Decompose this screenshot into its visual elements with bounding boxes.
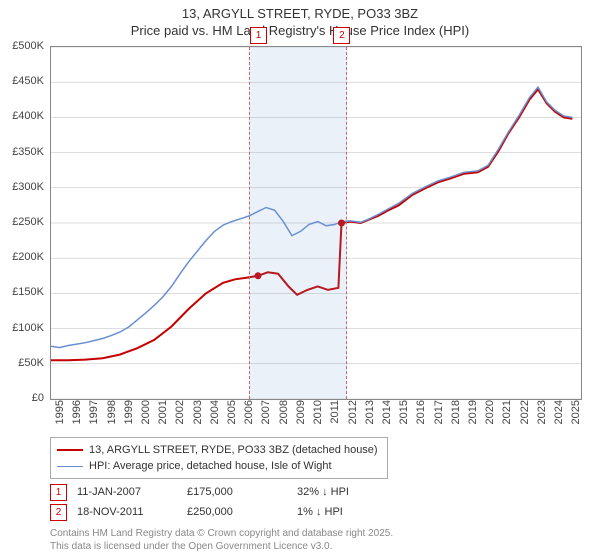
x-tick-label: 2010: [312, 400, 324, 424]
y-tick-label: £100K: [12, 322, 44, 334]
event-delta: 1% ↓ HPI: [297, 506, 407, 518]
x-tick-label: 2022: [519, 400, 531, 424]
title-address: 13, ARGYLL STREET, RYDE, PO33 3BZ: [0, 6, 600, 23]
event-marker: 2: [50, 504, 67, 521]
y-tick-label: £500K: [12, 40, 44, 52]
title-subtitle: Price paid vs. HM Land Registry's House …: [0, 23, 600, 40]
disclaimer-line: Contains HM Land Registry data © Crown c…: [50, 528, 393, 541]
x-tick-label: 1997: [88, 400, 100, 424]
y-tick-label: £150K: [12, 286, 44, 298]
x-tick-label: 2020: [484, 400, 496, 424]
events-table: 1 11-JAN-2007 £175,000 32% ↓ HPI 2 18-NO…: [50, 482, 407, 522]
x-tick-label: 2009: [295, 400, 307, 424]
event-row: 1 11-JAN-2007 £175,000 32% ↓ HPI: [50, 482, 407, 502]
event-price: £250,000: [187, 506, 297, 518]
legend-swatch: [57, 449, 83, 451]
x-tick-label: 2007: [260, 400, 272, 424]
y-tick-label: £350K: [12, 146, 44, 158]
x-tick-label: 2000: [140, 400, 152, 424]
x-tick-label: 2021: [501, 400, 513, 424]
x-tick-label: 2025: [570, 400, 582, 424]
x-tick-label: 2013: [364, 400, 376, 424]
y-tick-label: £450K: [12, 75, 44, 87]
x-tick-label: 1998: [106, 400, 118, 424]
x-tick-label: 2004: [209, 400, 221, 424]
x-tick-label: 2002: [174, 400, 186, 424]
x-tick-label: 2017: [433, 400, 445, 424]
y-tick-label: £400K: [12, 110, 44, 122]
event-price: £175,000: [187, 486, 297, 498]
disclaimer: Contains HM Land Registry data © Crown c…: [50, 528, 393, 553]
x-tick-label: 2024: [553, 400, 565, 424]
x-tick-label: 2018: [450, 400, 462, 424]
legend-label: HPI: Average price, detached house, Isle…: [89, 460, 332, 472]
x-tick-label: 2023: [536, 400, 548, 424]
x-tick-label: 2011: [329, 400, 341, 424]
y-tick-label: £0: [32, 392, 44, 404]
event-marker: 1: [50, 484, 67, 501]
disclaimer-line: This data is licensed under the Open Gov…: [50, 541, 393, 554]
chart-plot-area: 12: [50, 46, 582, 400]
event-date: 11-JAN-2007: [77, 486, 187, 498]
y-tick-label: £300K: [12, 181, 44, 193]
legend-swatch: [57, 466, 83, 467]
x-tick-label: 2019: [467, 400, 479, 424]
band-marker-label: 2: [333, 27, 350, 44]
title-block: 13, ARGYLL STREET, RYDE, PO33 3BZ Price …: [0, 0, 600, 40]
x-tick-label: 2015: [398, 400, 410, 424]
y-tick-label: £250K: [12, 216, 44, 228]
x-tick-label: 2014: [381, 400, 393, 424]
legend-label: 13, ARGYLL STREET, RYDE, PO33 3BZ (detac…: [89, 444, 378, 456]
x-tick-label: 2006: [243, 400, 255, 424]
x-tick-label: 2005: [226, 400, 238, 424]
x-tick-label: 2012: [347, 400, 359, 424]
y-tick-label: £200K: [12, 251, 44, 263]
legend-item: 13, ARGYLL STREET, RYDE, PO33 3BZ (detac…: [57, 442, 381, 458]
x-tick-label: 2001: [157, 400, 169, 424]
x-tick-label: 1999: [123, 400, 135, 424]
x-tick-label: 1996: [71, 400, 83, 424]
x-tick-label: 1995: [54, 400, 66, 424]
x-tick-label: 2016: [415, 400, 427, 424]
event-delta: 32% ↓ HPI: [297, 486, 407, 498]
x-tick-label: 2003: [192, 400, 204, 424]
event-date: 18-NOV-2011: [77, 506, 187, 518]
event-row: 2 18-NOV-2011 £250,000 1% ↓ HPI: [50, 502, 407, 522]
legend-item: HPI: Average price, detached house, Isle…: [57, 458, 381, 474]
x-tick-label: 2008: [278, 400, 290, 424]
legend: 13, ARGYLL STREET, RYDE, PO33 3BZ (detac…: [50, 437, 388, 479]
shaded-band: [249, 47, 347, 399]
chart-container: 13, ARGYLL STREET, RYDE, PO33 3BZ Price …: [0, 0, 600, 560]
y-tick-label: £50K: [18, 357, 44, 369]
band-marker-label: 1: [250, 27, 267, 44]
